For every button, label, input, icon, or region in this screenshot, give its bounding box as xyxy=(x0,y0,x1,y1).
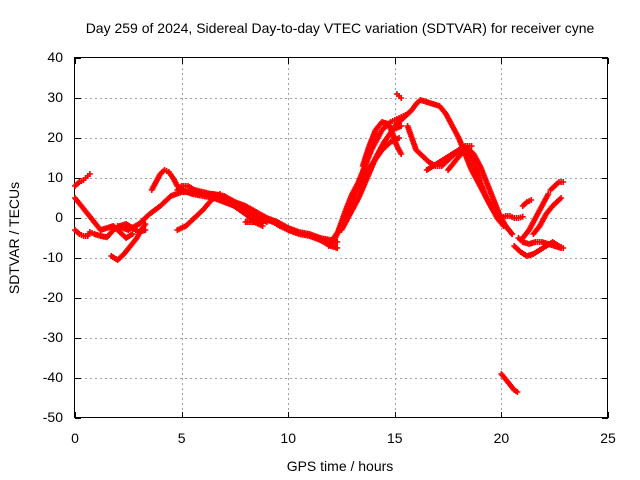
y-tick-label: -50 xyxy=(43,409,63,425)
x-tick-label: 15 xyxy=(387,430,403,446)
data-point xyxy=(396,135,403,141)
data-point xyxy=(514,389,521,395)
data-point xyxy=(560,245,567,251)
y-tick-label: 40 xyxy=(47,49,63,65)
y-tick-label: 10 xyxy=(47,169,63,185)
y-tick-label: -20 xyxy=(43,289,63,305)
data-point xyxy=(259,223,266,229)
tick-marks xyxy=(75,58,609,419)
data-point xyxy=(558,195,565,201)
data-point xyxy=(468,143,475,149)
data-point xyxy=(560,179,567,185)
x-tick-labels: 0 5 10 15 20 25 xyxy=(71,430,616,446)
data-point xyxy=(86,171,93,177)
data-point xyxy=(142,221,149,227)
data-point xyxy=(216,191,223,197)
y-tick-label: -10 xyxy=(43,249,63,265)
y-tick-label: 0 xyxy=(55,209,63,225)
y-tick-label: -40 xyxy=(43,369,63,385)
data-point xyxy=(519,213,526,220)
grid xyxy=(75,58,608,418)
y-tick-label: 20 xyxy=(47,129,63,145)
x-tick-label: 5 xyxy=(178,430,186,446)
y-tick-label: 30 xyxy=(47,89,63,105)
data-point xyxy=(398,123,405,129)
data-point xyxy=(398,151,405,157)
x-axis-label: GPS time / hours xyxy=(287,458,394,474)
y-tick-labels: 40 30 20 10 0 -10 -20 -30 -40 -50 xyxy=(43,49,63,425)
plot-frame xyxy=(74,57,608,418)
x-tick-label: 0 xyxy=(71,430,79,446)
data-point xyxy=(398,95,405,101)
y-tick-label: -30 xyxy=(43,329,63,345)
data-point xyxy=(545,191,552,197)
data-point xyxy=(509,231,516,237)
chart-title: Day 259 of 2024, Sidereal Day-to-day VTE… xyxy=(86,20,595,36)
x-tick-label: 20 xyxy=(494,430,510,446)
data-point xyxy=(334,245,341,251)
x-tick-label: 25 xyxy=(600,430,616,446)
data-points xyxy=(72,91,567,395)
data-point xyxy=(129,231,136,237)
data-point xyxy=(528,197,535,203)
y-axis-label: SDTVAR / TECUs xyxy=(6,182,22,294)
x-tick-label: 10 xyxy=(280,430,296,446)
